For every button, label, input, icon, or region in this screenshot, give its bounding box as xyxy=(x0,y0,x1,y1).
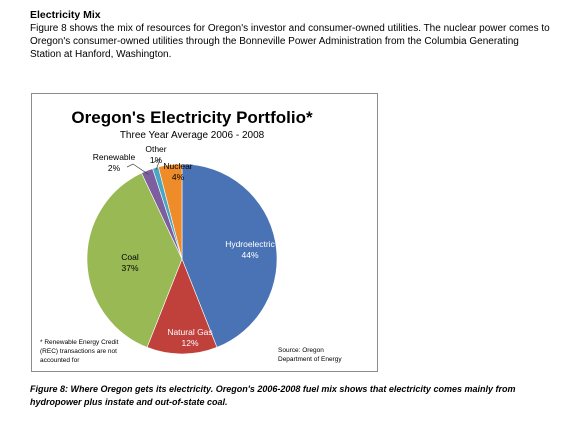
slice-label-nuclear: Nuclear 4% xyxy=(163,161,192,182)
leader-line-renewable xyxy=(126,163,149,175)
chart-footnote: * Renewable Energy Credit (REC) transacti… xyxy=(40,339,119,364)
slice-label-other: Other 1% xyxy=(145,144,166,165)
figure-caption: Figure 8: Where Oregon gets its electric… xyxy=(30,384,516,407)
pie-slice-coal xyxy=(86,172,183,348)
chart-frame: Oregon's Electricity Portfolio* Three Ye… xyxy=(31,93,378,372)
pie-slice-nuclear xyxy=(158,163,183,260)
slice-label-hydroelectric: Hydroelectric 44% xyxy=(225,239,275,260)
chart-source: Source: Oregon Department of Energy xyxy=(278,347,342,363)
intro-paragraph: Figure 8 shows the mix of resources for … xyxy=(30,23,550,60)
chart-title: Oregon's Electricity Portfolio* xyxy=(71,108,313,127)
slice-label-renewable: Renewable 2% xyxy=(93,152,136,173)
slice-label-coal: Coal 37% xyxy=(121,252,139,273)
pie-chart: Oregon's Electricity Portfolio* Three Ye… xyxy=(40,108,342,364)
chart-subtitle: Three Year Average 2006 - 2008 xyxy=(120,130,265,141)
pie-slice-natural-gas xyxy=(146,258,218,355)
leader-line-other xyxy=(153,158,161,170)
pie-slice-hydroelectric xyxy=(181,163,278,348)
slice-label-natural-gas: Natural Gas 12% xyxy=(167,327,212,348)
section-title: Electricity Mix xyxy=(30,9,101,21)
